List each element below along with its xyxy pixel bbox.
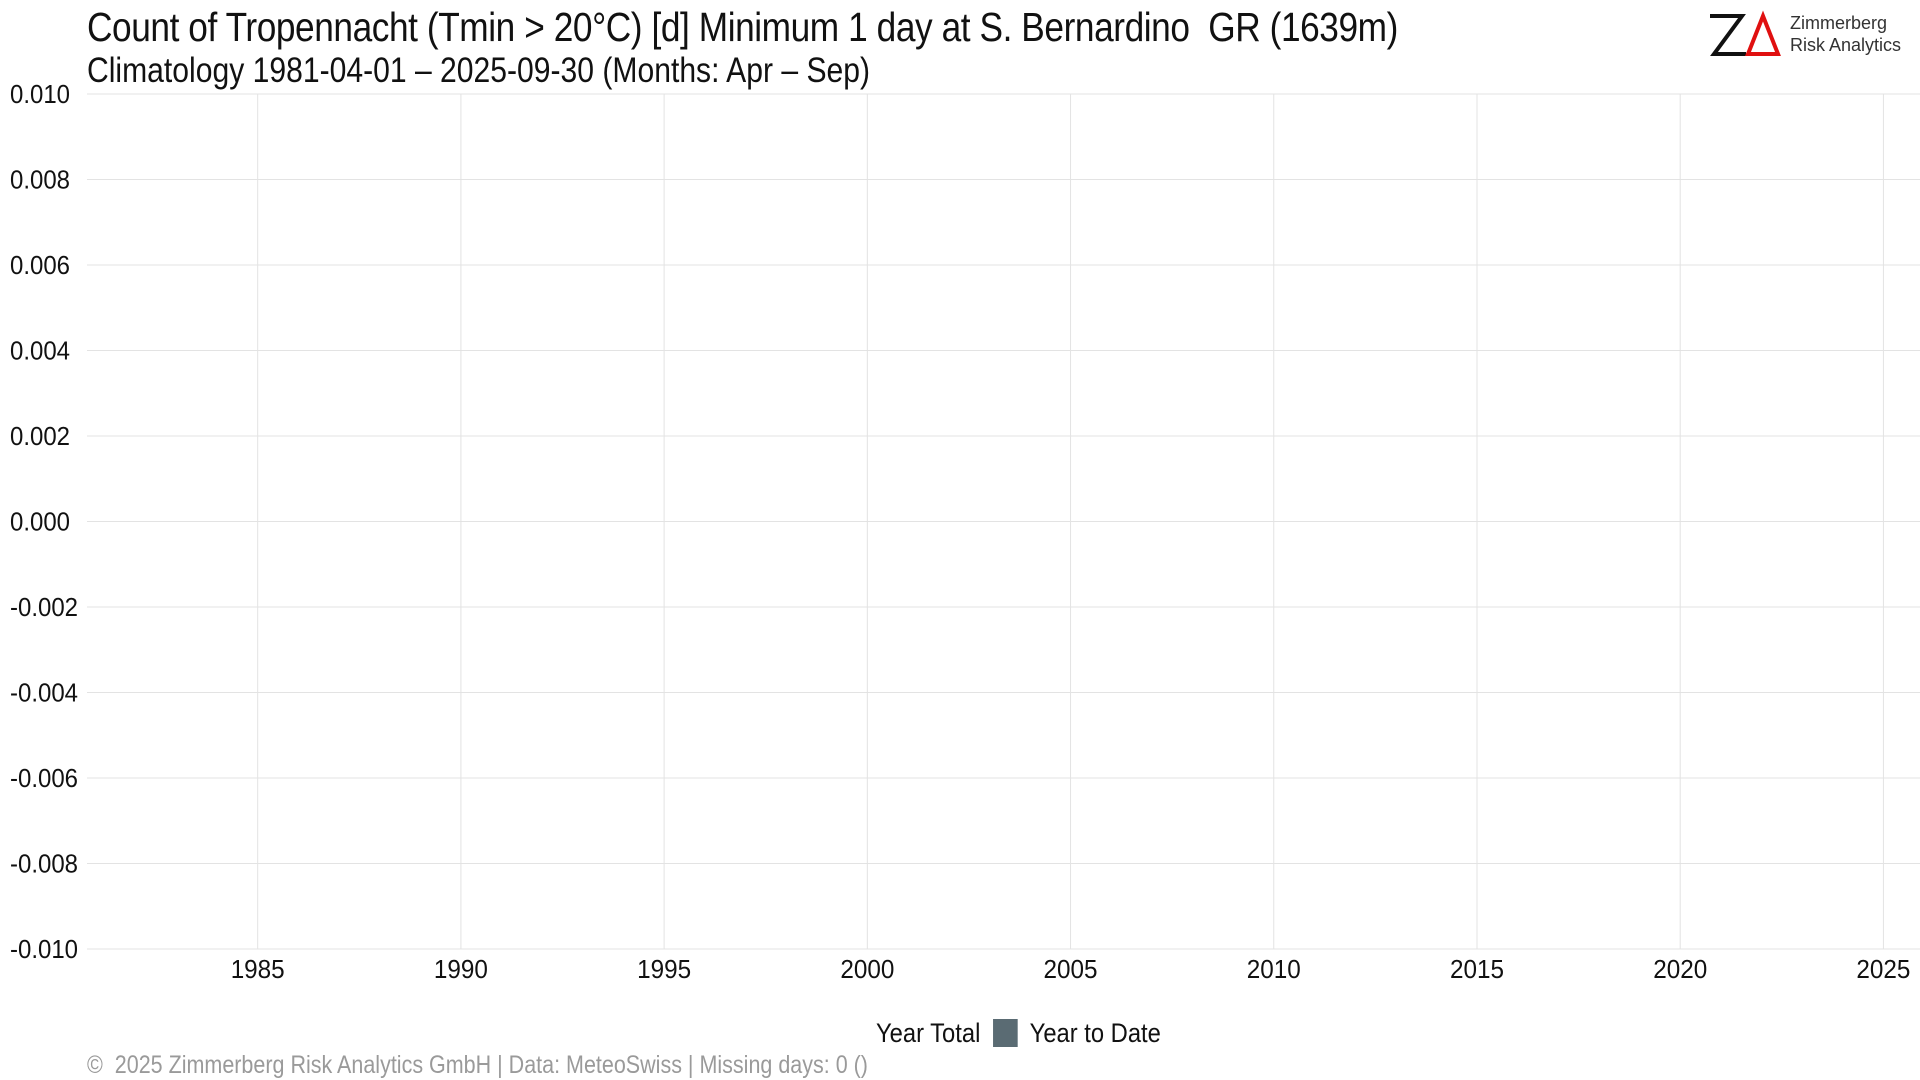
legend-swatch-year-to-date — [992, 1019, 1018, 1047]
logo-text-line2: Risk Analytics — [1790, 35, 1902, 55]
logo-text-line1: Zimmerberg — [1790, 13, 1888, 33]
x-axis-tick-labels: 1985 1990 1995 2000 2005 2010 2015 2020 2025 — [231, 954, 1911, 984]
x-tick-label: 1985 — [231, 954, 285, 984]
x-tick-label: 1995 — [637, 954, 691, 984]
y-tick-label: -0.002 — [10, 592, 78, 622]
legend-label-year-total: Year Total — [876, 1017, 981, 1048]
y-tick-label: -0.010 — [10, 934, 78, 964]
footer-credits: © 2025 Zimmerberg Risk Analytics GmbH | … — [87, 1051, 868, 1079]
x-tick-label: 2020 — [1653, 954, 1707, 984]
chart-title: Count of Tropennacht (Tmin > 20°C) [d] M… — [87, 4, 1398, 50]
y-tick-label: 0.010 — [10, 79, 70, 109]
company-logo: Zimmerberg Risk Analytics — [1706, 10, 1906, 60]
grid-lines — [87, 93, 1920, 950]
x-tick-label: 2010 — [1247, 954, 1301, 984]
y-tick-label: -0.004 — [10, 678, 78, 708]
x-tick-label: 1990 — [434, 954, 488, 984]
x-tick-label: 2005 — [1044, 954, 1098, 984]
chart-plot: -0.010 -0.008 -0.006 -0.004 -0.002 0.000 0.002… — [10, 79, 1920, 984]
x-tick-label: 2000 — [840, 954, 894, 984]
legend-label-year-to-date: Year to Date — [1029, 1017, 1161, 1048]
x-tick-label: 2025 — [1856, 954, 1910, 984]
y-tick-label: -0.008 — [10, 849, 78, 879]
y-tick-label: -0.006 — [10, 763, 78, 793]
y-axis-tick-labels: -0.010 -0.008 -0.006 -0.004 -0.002 0.000 0.002… — [10, 79, 78, 964]
x-tick-label: 2015 — [1450, 954, 1504, 984]
y-tick-label: 0.002 — [10, 421, 70, 451]
chart-legend: Year Total Year to Date — [0, 1016, 1920, 1050]
y-tick-label: 0.008 — [10, 165, 70, 195]
y-tick-label: 0.004 — [10, 336, 70, 366]
za-logo-icon — [1710, 10, 1781, 56]
y-tick-label: 0.000 — [10, 507, 70, 537]
chart-subtitle: Climatology 1981-04-01 – 2025-09-30 (Mon… — [87, 51, 871, 90]
y-tick-label: 0.006 — [10, 250, 70, 280]
